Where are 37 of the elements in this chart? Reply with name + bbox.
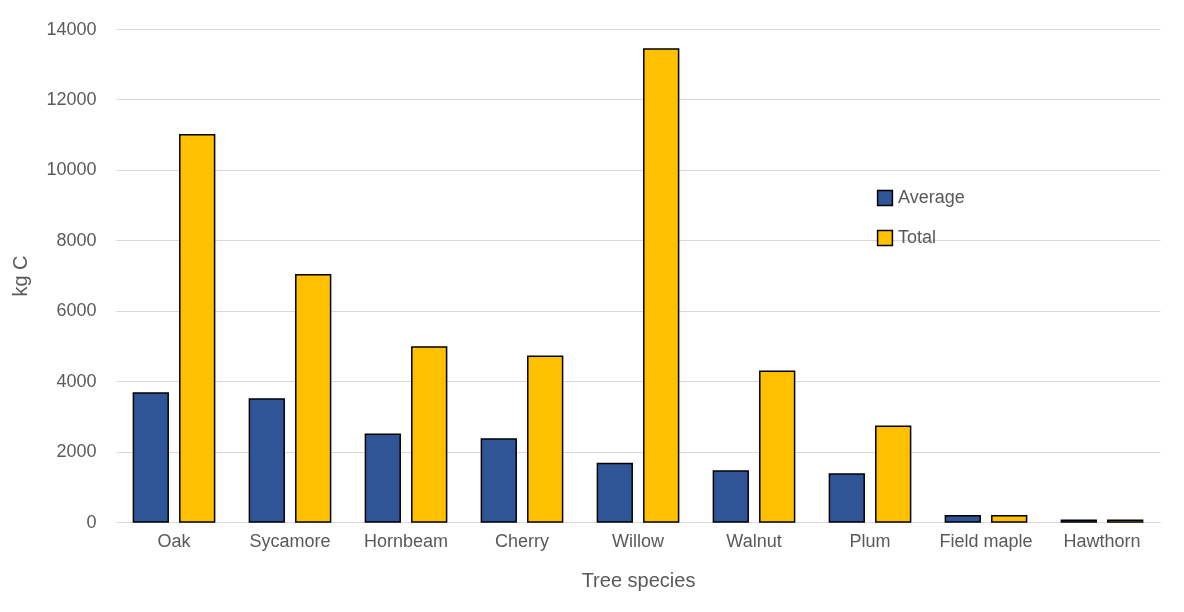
y-tick-label: 10000 bbox=[46, 159, 97, 180]
bar bbox=[991, 514, 1028, 523]
bar bbox=[480, 438, 517, 523]
y-tick-label: 4000 bbox=[56, 370, 97, 391]
bar bbox=[527, 355, 564, 523]
x-tick-label: Hornbeam bbox=[363, 530, 449, 551]
y-tick-label: 2000 bbox=[56, 441, 97, 462]
x-tick-label: Hawthorn bbox=[1063, 530, 1141, 551]
legend-label: Average bbox=[898, 187, 965, 207]
x-tick-label: Willow bbox=[612, 530, 665, 551]
y-axis-title: kg C bbox=[9, 255, 32, 297]
bar bbox=[828, 473, 865, 523]
y-tick-label: 8000 bbox=[56, 229, 97, 250]
bar bbox=[596, 462, 633, 523]
bar bbox=[364, 433, 401, 523]
x-tick-label: Field maple bbox=[939, 530, 1033, 551]
x-axis-title: Tree species bbox=[581, 568, 696, 591]
x-tick-label: Walnut bbox=[726, 530, 782, 551]
bar bbox=[295, 274, 332, 523]
x-tick-label: Oak bbox=[157, 530, 192, 551]
bar bbox=[411, 346, 448, 523]
bar bbox=[759, 370, 796, 523]
bar bbox=[875, 425, 912, 523]
y-tick-label: 14000 bbox=[46, 18, 97, 39]
y-tick-label: 12000 bbox=[46, 88, 97, 109]
bar bbox=[643, 48, 680, 523]
bar bbox=[712, 470, 749, 523]
legend-label: Total bbox=[898, 227, 937, 247]
x-tick-label: Cherry bbox=[494, 530, 550, 551]
y-tick-label: 0 bbox=[86, 511, 97, 532]
y-tick-label: 6000 bbox=[56, 300, 97, 321]
bar bbox=[179, 133, 216, 523]
x-tick-label: Plum bbox=[849, 530, 891, 551]
bar bbox=[944, 514, 981, 523]
bar bbox=[132, 392, 169, 523]
bar bbox=[248, 398, 285, 523]
x-tick-label: Sycamore bbox=[249, 530, 331, 551]
